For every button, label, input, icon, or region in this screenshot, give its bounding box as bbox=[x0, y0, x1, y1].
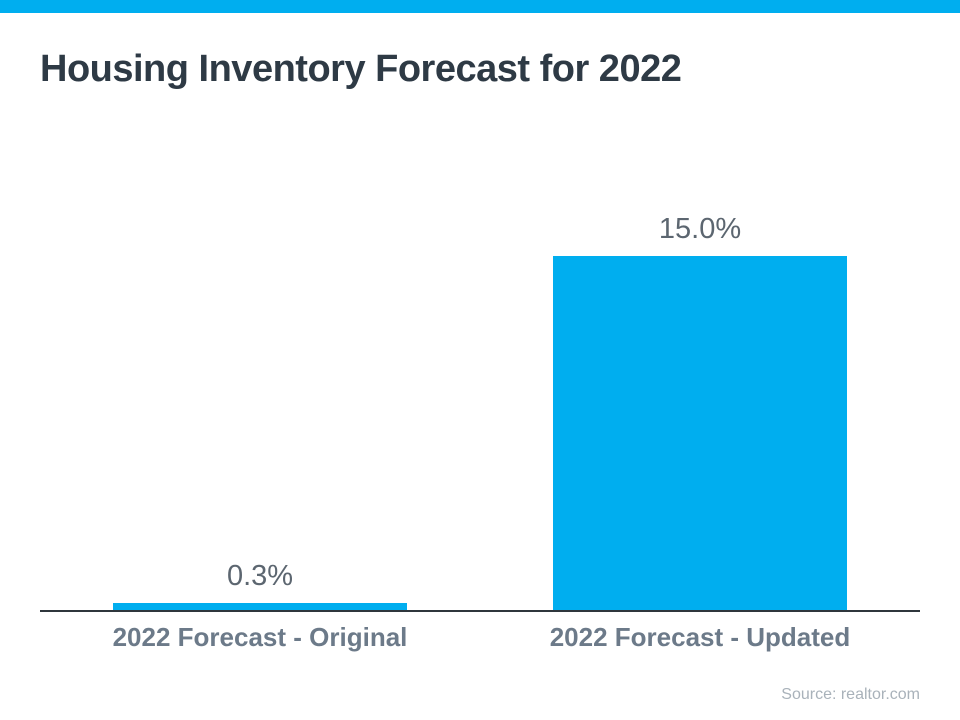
bar bbox=[553, 256, 847, 611]
bar bbox=[113, 603, 407, 611]
category-label: 2022 Forecast - Original bbox=[112, 622, 408, 652]
category-axis-labels: 2022 Forecast - Original 2022 Forecast - … bbox=[40, 622, 920, 653]
bar-group: 0.3% bbox=[40, 213, 480, 611]
bar-value-label: 0.3% bbox=[226, 560, 294, 593]
bar-chart-plot-area: 0.3% 15.0% bbox=[40, 213, 920, 611]
source-caption: Source: realtor.com bbox=[781, 686, 920, 703]
chart-title: Housing Inventory Forecast for 2022 bbox=[40, 48, 682, 90]
top-accent-bar bbox=[0, 0, 960, 13]
category-label: 2022 Forecast - Updated bbox=[549, 622, 851, 652]
x-axis-baseline bbox=[40, 610, 920, 612]
bar-group: 15.0% bbox=[480, 213, 920, 611]
bar-value-label: 15.0% bbox=[658, 213, 742, 245]
